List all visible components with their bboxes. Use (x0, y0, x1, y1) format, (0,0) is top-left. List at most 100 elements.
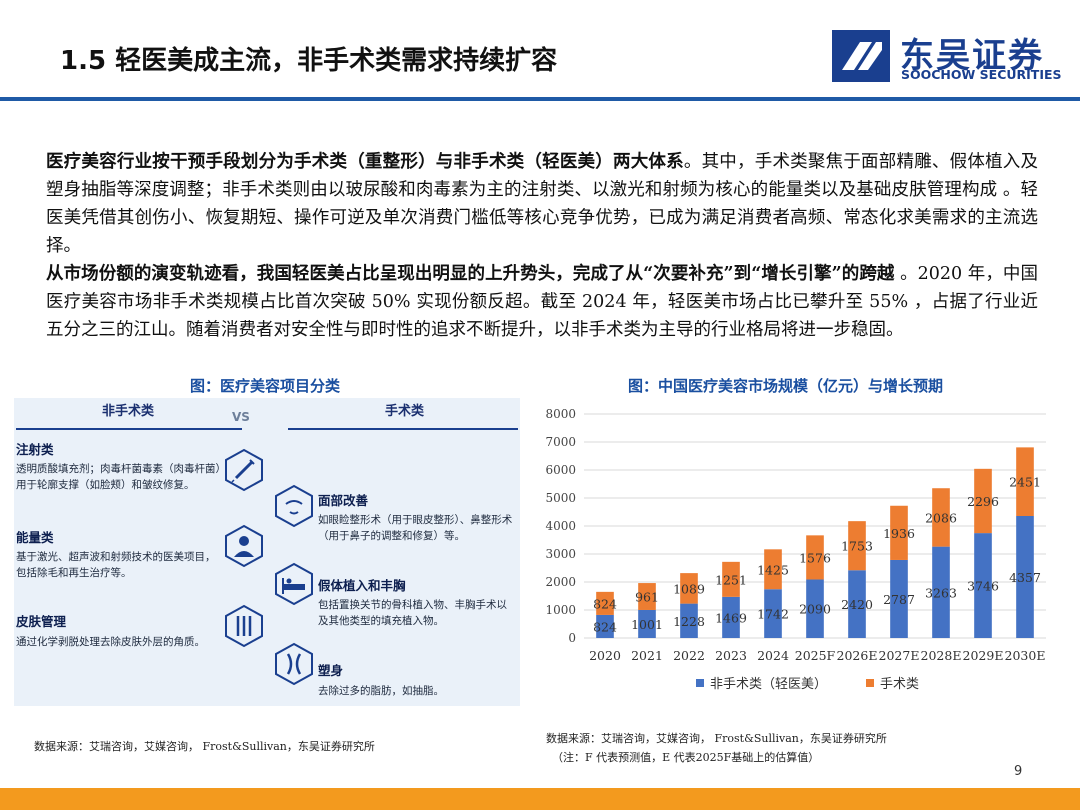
bar-surgical (638, 583, 656, 610)
x-tick-label: 2030E (1005, 648, 1046, 663)
bar-non-surgical (848, 570, 866, 638)
page-number: 9 (1014, 764, 1023, 779)
data-label: 1576 (799, 550, 831, 565)
syringe-icon (225, 448, 263, 492)
legend-swatch (696, 679, 704, 687)
x-tick-label: 2024 (757, 648, 789, 663)
x-tick-label: 2023 (715, 648, 747, 663)
classification-infographic (14, 398, 520, 706)
paragraph-2-body: 。2020 年，中国医疗美容市场非手术类规模占比首次突破 50% 实现份额反超。… (46, 264, 1038, 340)
bar-surgical (596, 591, 614, 615)
bar-non-surgical (764, 589, 782, 638)
bar-non-surgical (596, 614, 614, 638)
bar-surgical (680, 573, 698, 604)
data-label: 1425 (757, 562, 789, 577)
y-tick-label: 3000 (545, 547, 576, 561)
hospital-bed-icon (275, 562, 313, 606)
logo-english-name: SOOCHOW SECURITIES (901, 67, 1062, 82)
y-tick-label: 6000 (545, 463, 576, 477)
x-tick-label: 2026E (837, 648, 878, 663)
non-surgical-heading: 非手术类 (102, 404, 155, 419)
category-energy-desc: 基于激光、超声波和射频技术的医美项目，包括除毛和再生治疗等。 (16, 551, 216, 579)
bar-surgical (848, 521, 866, 571)
data-label: 1742 (757, 607, 789, 622)
legend-label: 非手术类（轻医美） (710, 677, 827, 692)
paragraph-2: 从市场份额的演变轨迹看，我国轻医美占比呈现出明显的上升势头，完成了从“次要补充”… (46, 260, 1038, 344)
data-label: 1089 (673, 581, 705, 596)
category-implant-title: 假体植入和丰胸 (318, 578, 406, 593)
data-label: 2090 (799, 602, 831, 617)
right-heading-rule (288, 428, 518, 430)
data-label: 2420 (841, 597, 873, 612)
category-bodyshape-desc: 去除过多的脂肪，如抽脂。 (318, 685, 444, 697)
x-tick-label: 2021 (631, 648, 663, 663)
y-tick-label: 1000 (545, 603, 576, 617)
x-tick-label: 2020 (589, 648, 621, 663)
paragraph-2-lead: 从市场份额的演变轨迹看，我国轻医美占比呈现出明显的上升势头，完成了从“次要补充”… (46, 264, 895, 284)
vs-label: VS (232, 410, 250, 424)
category-bodyshape-title: 塑身 (318, 663, 344, 678)
y-tick-label: 8000 (545, 407, 576, 421)
bar-surgical (890, 505, 908, 560)
left-heading-rule (16, 428, 242, 430)
infographic-caption: 图：医疗美容项目分类 (190, 377, 341, 395)
category-face-title: 面部改善 (318, 493, 369, 508)
data-label: 2451 (1009, 475, 1041, 490)
bar-non-surgical (974, 533, 992, 638)
category-energy-title: 能量类 (16, 530, 54, 545)
header-divider (0, 97, 1080, 101)
paragraph-1-body: 。其中，手术类聚焦于面部精雕、假体植入及塑身抽脂等深度调整；非手术类则由以玻尿酸… (46, 152, 1039, 256)
doctor-icon (225, 524, 263, 568)
paragraph-1-lead: 医疗美容行业按干预手段划分为手术类（重整形）与非手术类（轻医美）两大体系 (46, 152, 684, 172)
bar-surgical (932, 488, 950, 547)
paragraph-1: 医疗美容行业按干预手段划分为手术类（重整形）与非手术类（轻医美）两大体系。其中，… (46, 148, 1038, 260)
y-tick-label: 4000 (545, 519, 576, 533)
y-tick-label: 2000 (545, 575, 576, 589)
bar-non-surgical (806, 579, 824, 638)
x-tick-label: 2029E (963, 648, 1004, 663)
data-label: 1936 (883, 526, 915, 541)
source-note-left: 数据来源：艾瑞咨询，艾媒咨询， Frost&Sullivan，东吴证券研究所 (34, 740, 375, 753)
chart-caption: 图：中国医疗美容市场规模（亿元）与增长预期 (628, 377, 944, 395)
source-note-right: 数据来源：艾瑞咨询，艾媒咨询， Frost&Sullivan，东吴证券研究所 (546, 732, 887, 745)
bar-surgical (764, 549, 782, 590)
soochow-logo-icon (832, 30, 890, 82)
bar-surgical (1016, 447, 1034, 517)
legend-label: 手术类 (880, 677, 919, 692)
category-injection-desc: 透明质酸填充剂；肉毒杆菌毒素（肉毒杆菌）用于轮廓支撑（如脸颊）和皱纹修复。 (16, 463, 221, 491)
bar-non-surgical (1016, 516, 1034, 638)
category-implant-desc: 包括置换关节的骨科植入物、丰胸手术以及其他类型的填充植入物。 (318, 599, 507, 627)
data-label: 2296 (967, 494, 999, 509)
surgical-heading: 手术类 (385, 404, 425, 419)
face-icon (275, 484, 313, 528)
market-size-chart: 0 1000 2000 3000 4000 5000 6000 7000 8000 824 824 2… (545, 407, 1046, 692)
bar-non-surgical (680, 603, 698, 638)
data-label: 3746 (967, 579, 999, 594)
bar-non-surgical (722, 596, 740, 638)
category-injection-title: 注射类 (16, 442, 54, 457)
forecast-note: （注：F 代表预测值，E 代表2025F基础上的估算值） (552, 751, 820, 764)
bar-surgical (806, 535, 824, 580)
data-label: 3263 (925, 585, 957, 600)
footer-bar (0, 788, 1080, 810)
x-tick-label: 2025F (795, 648, 836, 663)
category-skincare-desc: 通过化学剥脱处理去除皮肤外层的角质。 (16, 636, 205, 648)
data-label: 1001 (631, 617, 663, 632)
bar-non-surgical (890, 559, 908, 638)
category-face-desc: 如眼睑整形术（用于眼皮整形）、鼻整形术（用于鼻子的调整和修复）等。 (318, 514, 513, 542)
x-tick-label: 2027E (879, 648, 920, 663)
data-label: 1251 (715, 572, 747, 587)
data-label: 1228 (673, 614, 705, 629)
bar-surgical (722, 561, 740, 597)
x-tick-label: 2028E (921, 648, 962, 663)
data-label: 961 (635, 590, 659, 605)
data-label: 4357 (1009, 570, 1041, 585)
body-shape-icon (275, 642, 313, 686)
skincare-tools-icon (225, 604, 263, 648)
y-tick-label: 7000 (545, 435, 576, 449)
data-label: 824 (593, 596, 617, 611)
data-label: 824 (593, 619, 617, 634)
legend-swatch (866, 679, 874, 687)
logo-chinese-name: 东吴证券 (900, 36, 1044, 76)
page-title: 1.5 轻医美成主流，非手术类需求持续扩容 (60, 46, 558, 76)
